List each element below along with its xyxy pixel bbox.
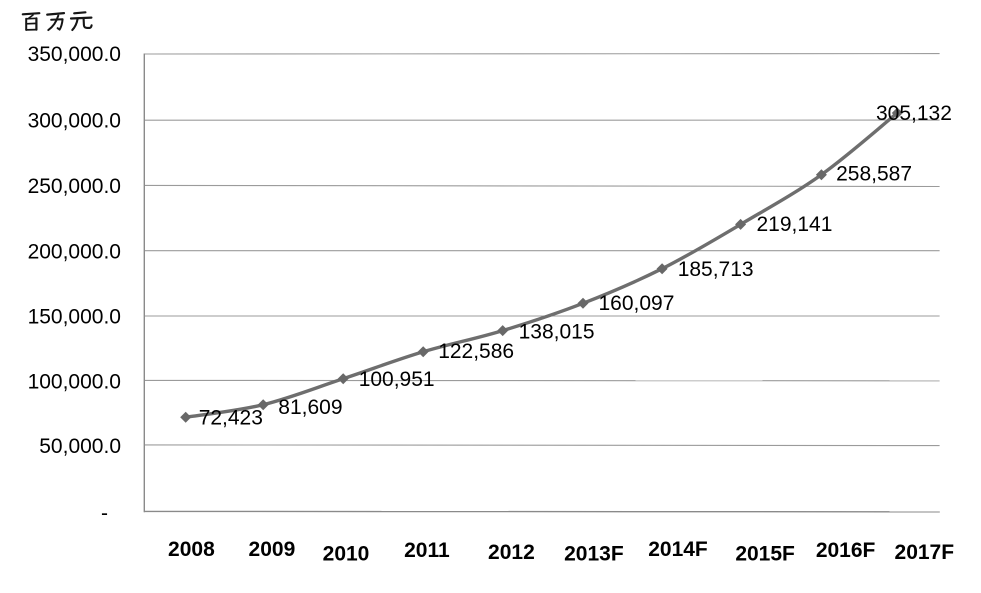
svg-text:2011: 2011 xyxy=(404,539,450,562)
svg-text:100,000.0: 100,000.0 xyxy=(28,370,121,393)
svg-text:250,000.0: 250,000.0 xyxy=(28,175,121,198)
svg-text:2016F: 2016F xyxy=(816,539,876,562)
svg-text:219,141: 219,141 xyxy=(757,213,833,236)
svg-text:2012: 2012 xyxy=(488,541,535,564)
svg-text:122,586: 122,586 xyxy=(438,340,514,363)
svg-text:258,587: 258,587 xyxy=(836,163,912,186)
svg-text:2013F: 2013F xyxy=(564,542,624,565)
svg-text:2015F: 2015F xyxy=(735,542,795,565)
svg-text:305,132: 305,132 xyxy=(876,102,952,125)
svg-text:150,000.0: 150,000.0 xyxy=(28,306,121,329)
svg-text:-: - xyxy=(101,502,108,525)
svg-text:350,000.0: 350,000.0 xyxy=(28,43,121,66)
svg-text:160,097: 160,097 xyxy=(599,292,675,315)
svg-text:72,423: 72,423 xyxy=(199,406,263,429)
svg-text:185,713: 185,713 xyxy=(678,258,754,281)
svg-text:81,609: 81,609 xyxy=(278,396,342,419)
svg-text:2017F: 2017F xyxy=(895,541,955,564)
svg-text:50,000.0: 50,000.0 xyxy=(39,435,121,458)
svg-text:2014F: 2014F xyxy=(648,538,708,561)
svg-text:138,015: 138,015 xyxy=(519,320,595,343)
svg-text:100,951: 100,951 xyxy=(359,368,435,391)
svg-text:200,000.0: 200,000.0 xyxy=(28,240,121,263)
svg-text:2009: 2009 xyxy=(249,538,296,561)
svg-text:2010: 2010 xyxy=(323,542,370,565)
svg-text:300,000.0: 300,000.0 xyxy=(28,109,121,132)
svg-text:2008: 2008 xyxy=(168,538,215,561)
